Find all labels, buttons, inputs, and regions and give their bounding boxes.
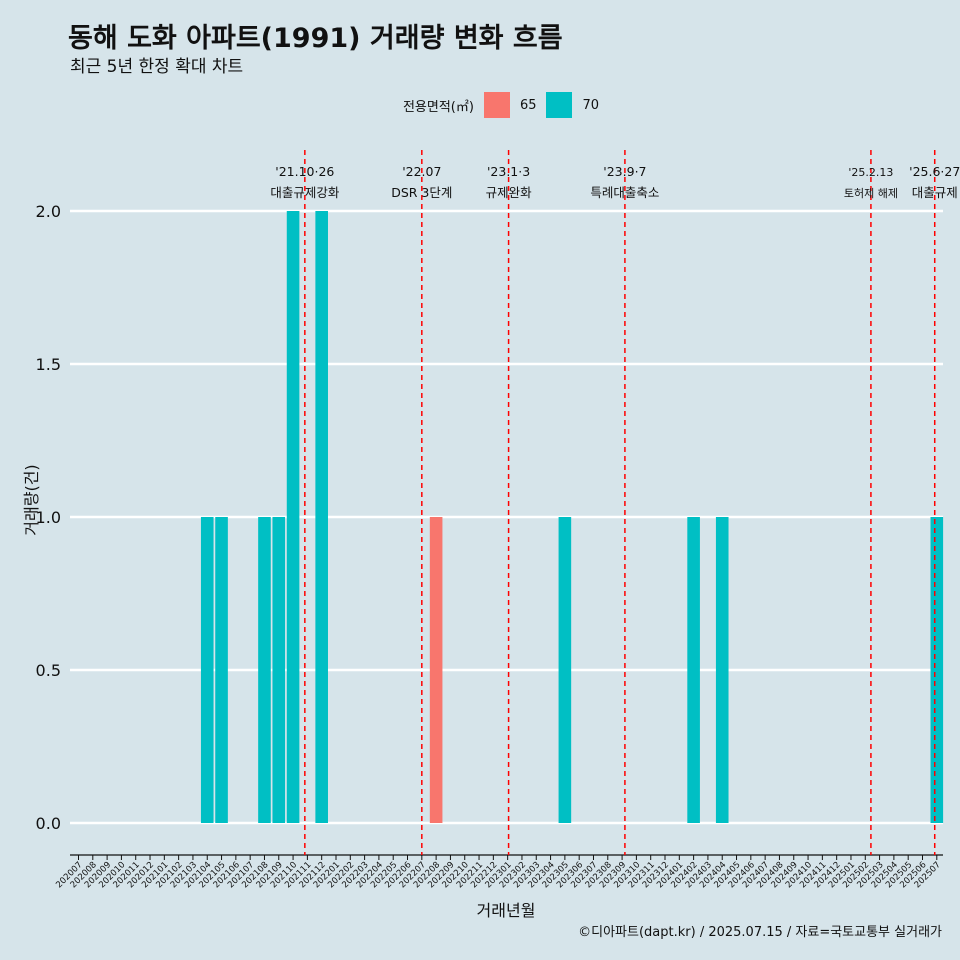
legend: 전용면적(㎡) 65 70 bbox=[0, 92, 960, 118]
annotation-date-1: '22.07 bbox=[402, 164, 441, 179]
bar-70-202404 bbox=[715, 517, 729, 823]
bar-70-202305 bbox=[558, 517, 572, 823]
y-axis-label: 거래량(건) bbox=[22, 464, 41, 536]
legend-swatch-70 bbox=[546, 92, 573, 118]
legend-item-65: 65 bbox=[483, 92, 537, 118]
bar-70-202507 bbox=[930, 517, 944, 823]
annotation-date-4: '25.2.13 bbox=[848, 166, 893, 179]
annotation-date-3: '23.9·7 bbox=[603, 164, 646, 179]
caption: ©디아파트(dapt.kr) / 2025.07.15 / 자료=국토교통부 실… bbox=[578, 925, 942, 940]
y-tick-label-4: 2.0 bbox=[36, 202, 61, 221]
bar-70-202108 bbox=[258, 517, 271, 823]
bar-65-202208 bbox=[429, 517, 443, 823]
annotation-label-0: 대출규제강화 bbox=[270, 185, 340, 200]
legend-label-70: 70 bbox=[582, 97, 600, 113]
annotation-date-0: '21.10·26 bbox=[275, 164, 334, 179]
y-tick-label-0: 0.0 bbox=[36, 814, 61, 833]
annotation-date-5: '25.6·27 bbox=[909, 164, 960, 179]
bar-70-202105 bbox=[215, 517, 228, 823]
bar-70-202110 bbox=[286, 211, 300, 823]
legend-title: 전용면적(㎡) bbox=[402, 99, 474, 115]
bar-70-202112 bbox=[315, 211, 328, 823]
annotation-date-2: '23.1·3 bbox=[487, 164, 530, 179]
bar-70-202104 bbox=[200, 517, 214, 823]
legend-item-70: 70 bbox=[546, 92, 599, 118]
legend-label-65: 65 bbox=[519, 97, 537, 113]
bar-70-202109 bbox=[272, 517, 286, 823]
bar-70-202402 bbox=[687, 517, 700, 823]
legend-swatch-65 bbox=[483, 92, 510, 118]
annotation-label-2: 규제완화 bbox=[486, 185, 533, 200]
annotation-label-1: DSR 3단계 bbox=[391, 185, 452, 200]
x-axis-label: 거래년월 bbox=[476, 901, 536, 920]
y-tick-label-3: 1.5 bbox=[36, 355, 61, 374]
annotation-label-3: 특례대출축소 bbox=[590, 185, 659, 200]
y-tick-label-2: 1.0 bbox=[36, 508, 61, 527]
chart-subtitle: 최근 5년 한정 확대 차트 bbox=[70, 57, 244, 77]
chart-title: 동해 도화 아파트(1991) 거래량 변화 흐름 bbox=[68, 23, 563, 54]
y-tick-label-1: 0.5 bbox=[36, 661, 61, 680]
annotation-label-5: 대출규제 bbox=[912, 185, 958, 200]
annotation-label-4: 토허제 해제 bbox=[844, 186, 898, 200]
